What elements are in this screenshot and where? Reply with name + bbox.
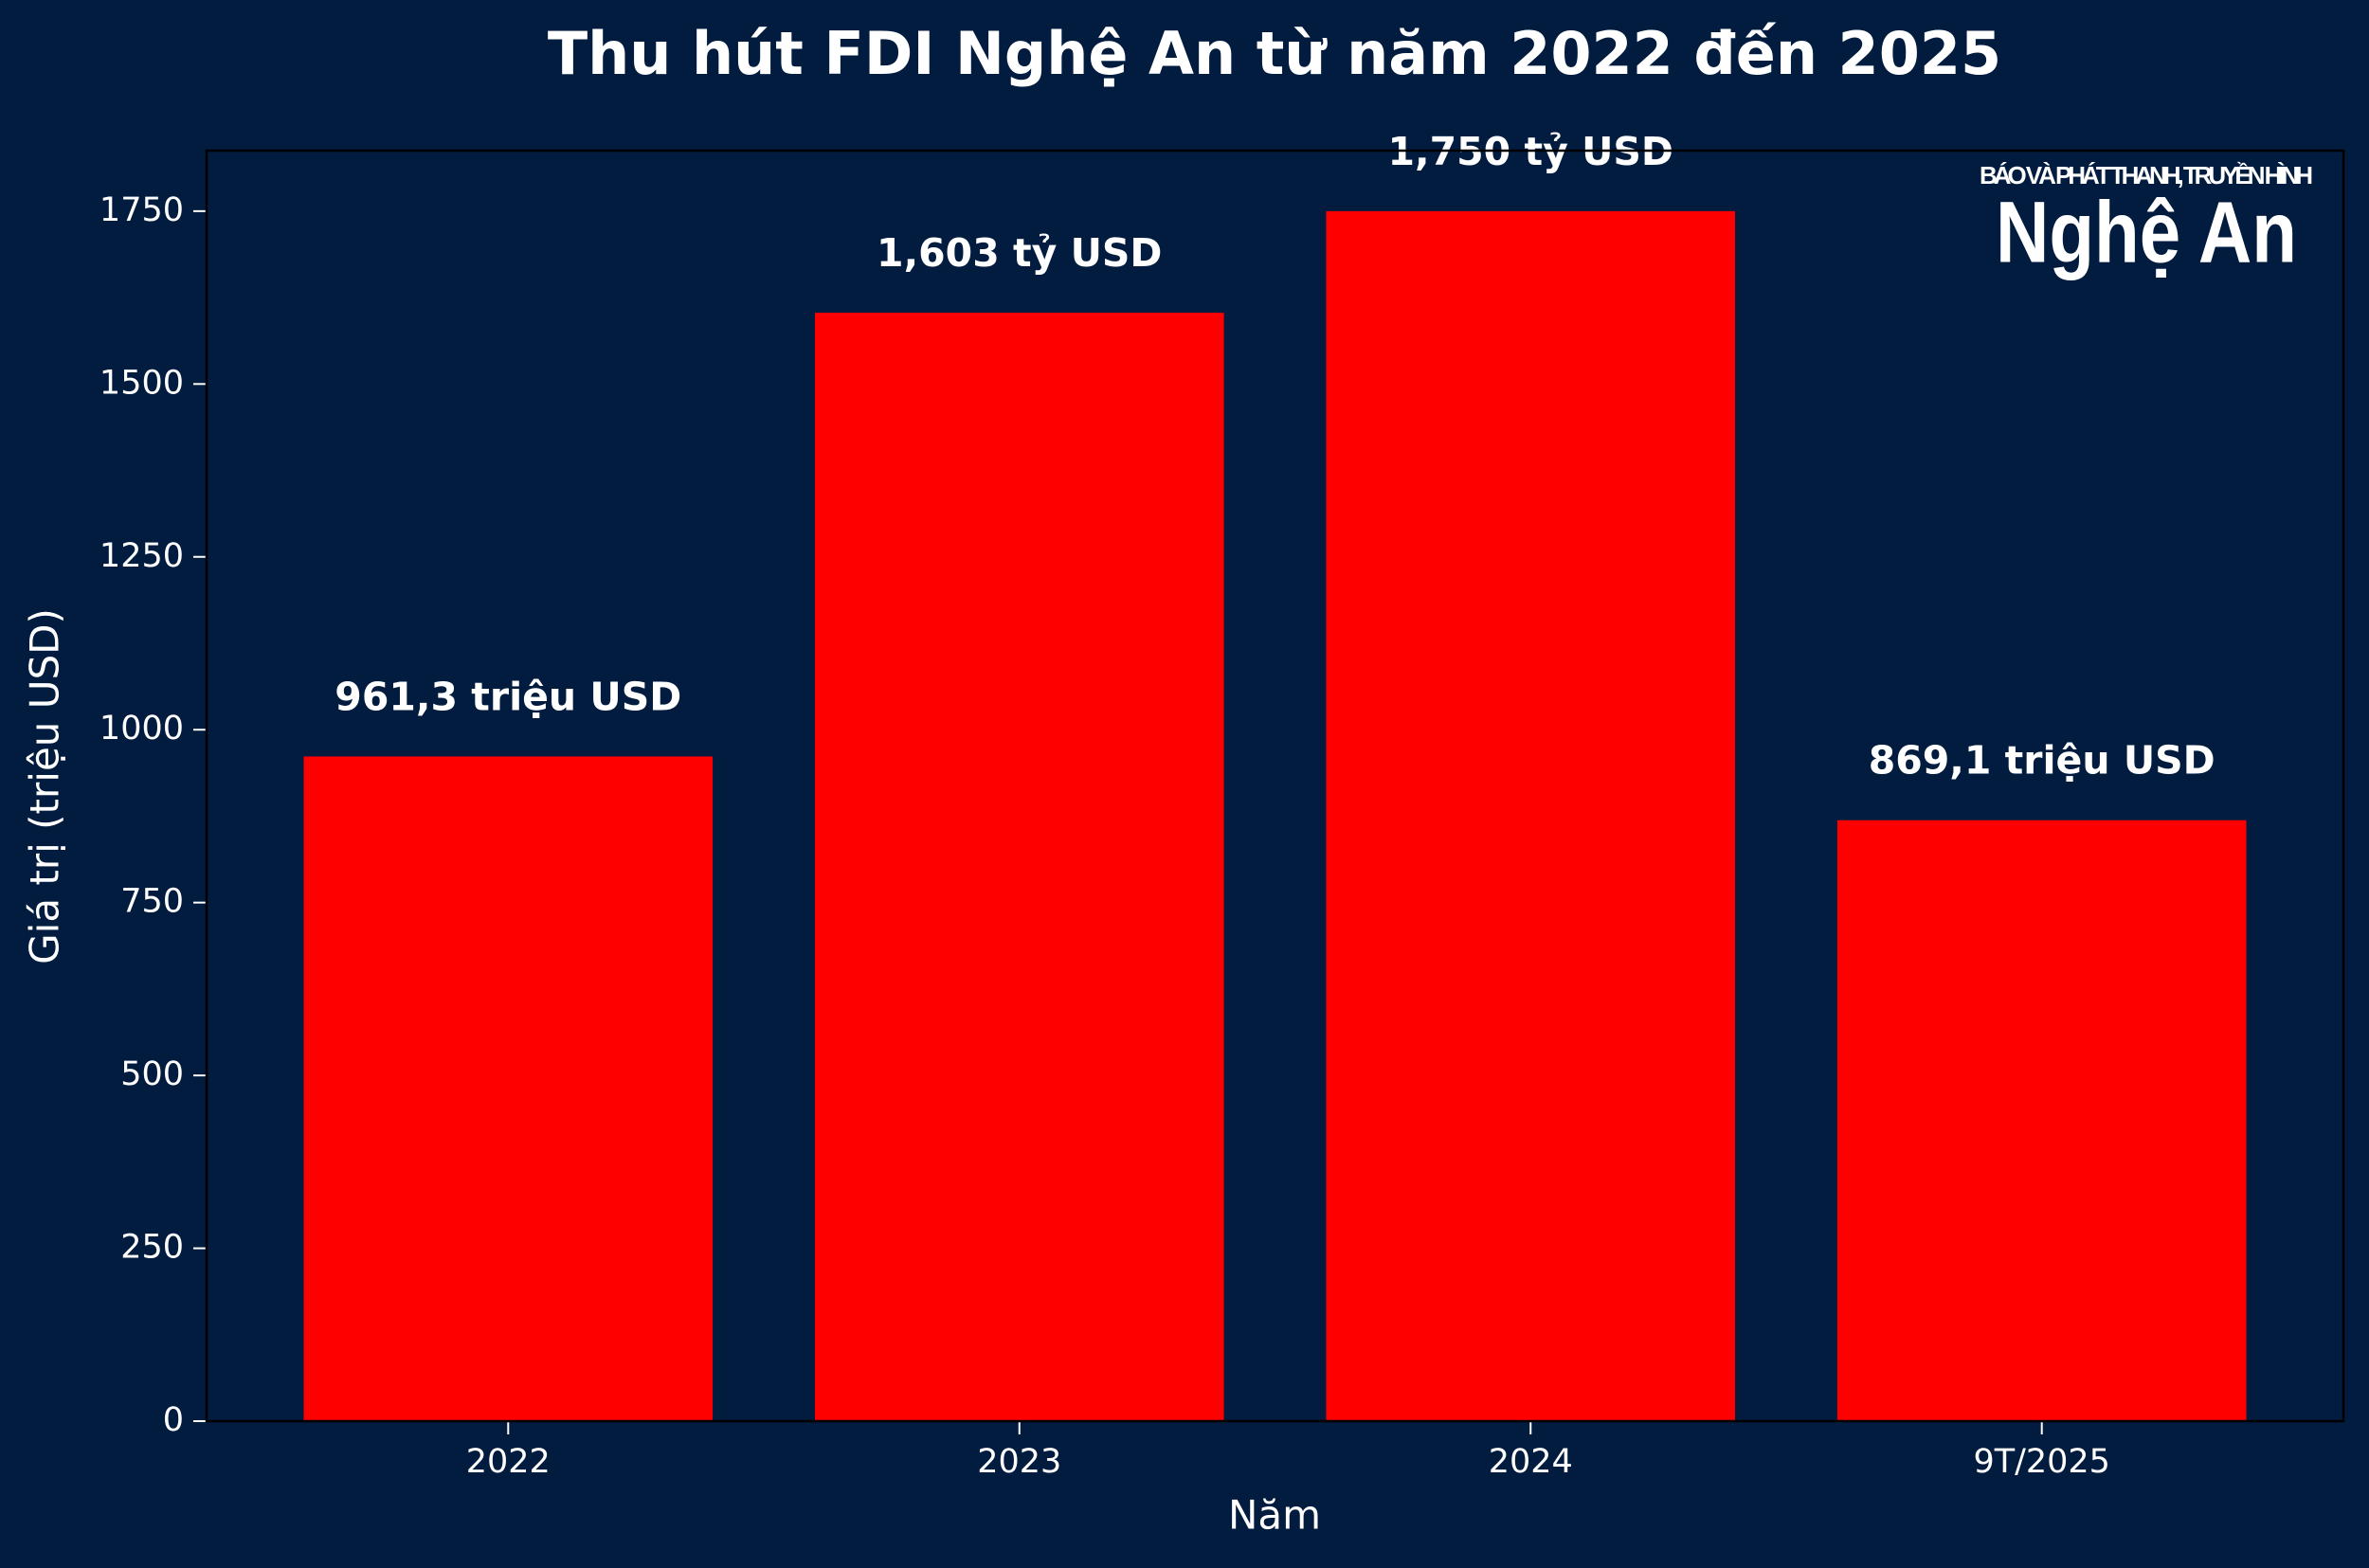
logo-name: Nghệ An: [1996, 184, 2297, 280]
x-tick-label: 2023: [977, 1443, 1061, 1481]
bar: [814, 313, 1224, 1421]
x-tick-label: 2024: [1489, 1443, 1573, 1481]
bar: [1836, 820, 2247, 1421]
x-tick-label: 9T/2025: [1973, 1443, 2110, 1481]
value-label: 869,1 triệu USD: [1869, 738, 2215, 784]
x-tick-label: 2022: [466, 1443, 551, 1481]
logo-tagline: BÁO VÀ PHÁT THANH, TRUYỀN HÌNH: [1980, 161, 2313, 189]
y-tick-label: 1500: [99, 364, 184, 402]
bar: [1326, 210, 1736, 1421]
y-tick-label: 1250: [99, 537, 184, 575]
y-tick-label: 250: [120, 1229, 184, 1267]
bar: [303, 756, 714, 1421]
y-tick-label: 0: [163, 1401, 184, 1439]
y-tick-label: 750: [120, 883, 184, 921]
chart-title: Thu hút FDI Nghệ An từ năm 2022 đến 2025: [548, 19, 2001, 88]
plot-frame: [205, 149, 2345, 1423]
value-label: 961,3 triệu USD: [335, 674, 681, 719]
y-tick-label: 500: [120, 1055, 184, 1093]
y-tick-label: 1000: [99, 710, 184, 748]
x-axis-label: Năm: [1228, 1492, 1321, 1539]
value-label: 1,603 tỷ USD: [877, 230, 1162, 276]
y-axis-label: Giá trị (triệu USD): [22, 608, 68, 964]
y-tick-label: 1750: [99, 191, 184, 229]
